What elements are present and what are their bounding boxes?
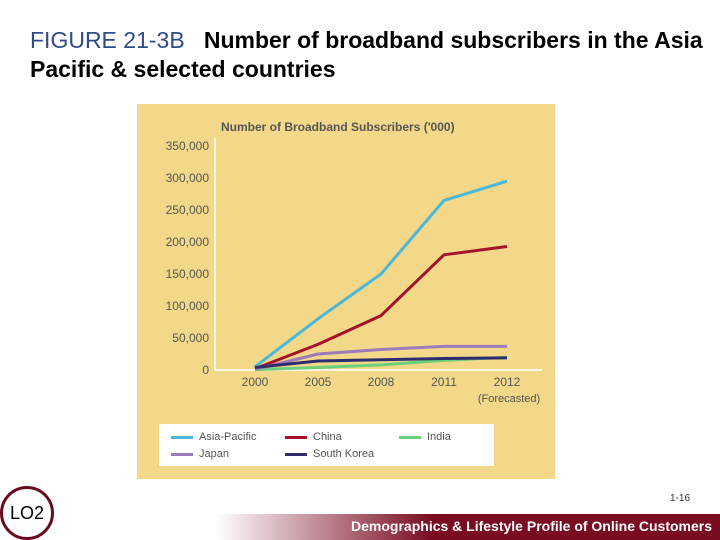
- legend-label: South Korea: [313, 448, 375, 460]
- legend-label: China: [313, 431, 342, 443]
- y-tick-label: 250,000: [166, 203, 210, 217]
- y-tick-label: 350,000: [166, 139, 210, 153]
- legend-item-japan: Japan: [171, 448, 229, 460]
- broadband-line-chart: Number of Broadband Subscribers ('000) 0…: [166, 120, 542, 405]
- x-tick-label: 2005: [305, 375, 332, 389]
- legend-item-india: India: [399, 431, 451, 443]
- legend-swatch: [285, 452, 307, 456]
- series-line-china: [254, 244, 508, 371]
- legend-label: Asia-Pacific: [199, 431, 257, 443]
- legend-swatch: [285, 435, 307, 439]
- figure-label: FIGURE 21-3B: [30, 27, 185, 53]
- lo-badge: LO2: [0, 486, 54, 540]
- y-tick-label: 300,000: [166, 171, 210, 185]
- chart-title: Number of Broadband Subscribers ('000): [221, 120, 455, 134]
- series-lines: [254, 179, 508, 372]
- legend-swatch: [399, 435, 421, 439]
- x-tick-sublabel: (Forecasted): [478, 393, 540, 405]
- legend: Asia-Pacific China India Japan South Korea: [159, 424, 494, 466]
- legend-label: India: [427, 431, 451, 443]
- y-tick-label: 100,000: [166, 299, 210, 313]
- legend-item-south-korea: South Korea: [285, 448, 374, 460]
- series-line-south-korea: [254, 356, 508, 369]
- x-axis: 2000 2005 2008 2011 2012 (Forecasted): [215, 369, 542, 405]
- y-axis: 0 50,000 100,000 150,000 200,000 250,000 300,0…: [166, 138, 216, 377]
- legend-swatch: [171, 435, 193, 439]
- x-tick-label: 2008: [368, 375, 395, 389]
- chart-panel: Number of Broadband Subscribers ('000) 0…: [137, 104, 555, 479]
- legend-item-asia-pacific: Asia-Pacific: [171, 431, 256, 443]
- footer-bar: Demographics & Lifestyle Profile of Onli…: [0, 514, 720, 540]
- x-tick-label: 2012: [494, 375, 521, 389]
- y-tick-label: 0: [202, 363, 209, 377]
- figure-title: Number of broadband subscribers in the A…: [30, 27, 703, 82]
- series-line-japan: [254, 344, 507, 371]
- page-number: 1-16: [669, 493, 690, 504]
- x-tick-label: 2011: [431, 375, 457, 389]
- legend-swatch: [171, 452, 193, 456]
- y-tick-label: 200,000: [166, 235, 210, 249]
- x-tick-label: 2000: [242, 375, 269, 389]
- series-line-asia-pacific: [254, 179, 508, 368]
- slide-title: FIGURE 21-3B Number of broadband subscri…: [30, 26, 710, 84]
- legend-item-china: China: [285, 431, 342, 443]
- legend-label: Japan: [199, 448, 229, 460]
- y-tick-label: 150,000: [166, 267, 210, 281]
- y-tick-label: 50,000: [172, 331, 209, 345]
- footer-text: Demographics & Lifestyle Profile of Onli…: [351, 518, 712, 534]
